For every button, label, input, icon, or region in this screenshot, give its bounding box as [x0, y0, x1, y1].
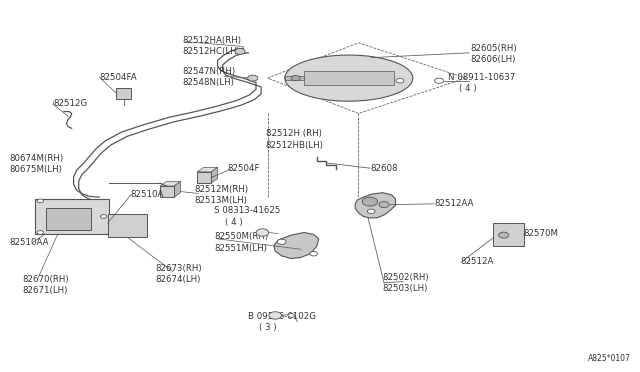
- Text: 80674M(RH)
80675M(LH): 80674M(RH) 80675M(LH): [10, 154, 64, 174]
- Text: 82510A: 82510A: [130, 190, 163, 199]
- Polygon shape: [285, 55, 413, 101]
- Polygon shape: [211, 167, 218, 183]
- Circle shape: [362, 197, 378, 206]
- Text: 82504FA: 82504FA: [99, 73, 137, 82]
- Text: B 09146-6102G
    ( 3 ): B 09146-6102G ( 3 ): [248, 312, 316, 332]
- Circle shape: [256, 229, 269, 236]
- Circle shape: [291, 76, 300, 81]
- Text: 82504F: 82504F: [227, 164, 260, 173]
- Text: 82512H (RH)
82512HB(LH): 82512H (RH) 82512HB(LH): [266, 129, 323, 150]
- Circle shape: [100, 215, 107, 218]
- Text: 82547N(RH)
82548N(LH): 82547N(RH) 82548N(LH): [182, 67, 236, 87]
- Circle shape: [277, 239, 286, 244]
- Text: N 08911-10637
    ( 4 ): N 08911-10637 ( 4 ): [448, 73, 515, 93]
- Bar: [116, 88, 131, 99]
- Circle shape: [269, 312, 282, 319]
- Circle shape: [288, 314, 294, 317]
- Text: 82510AA: 82510AA: [10, 238, 49, 247]
- Circle shape: [37, 199, 44, 203]
- Text: 82512M(RH)
82513M(LH): 82512M(RH) 82513M(LH): [194, 185, 248, 205]
- Circle shape: [396, 78, 404, 83]
- Text: 82570M: 82570M: [524, 229, 559, 238]
- Polygon shape: [174, 182, 180, 197]
- Text: 82673(RH)
82674(LH): 82673(RH) 82674(LH): [155, 264, 202, 284]
- Text: S 08313-41625
    ( 4 ): S 08313-41625 ( 4 ): [214, 206, 281, 227]
- Bar: [108, 214, 147, 237]
- Circle shape: [37, 231, 44, 234]
- Text: 82512A: 82512A: [461, 257, 494, 266]
- Circle shape: [310, 251, 317, 256]
- Polygon shape: [197, 167, 218, 172]
- Circle shape: [367, 209, 375, 214]
- Bar: [160, 186, 174, 197]
- Text: 82608: 82608: [370, 164, 397, 173]
- Text: 82512G: 82512G: [53, 99, 88, 108]
- Bar: [493, 223, 524, 246]
- Ellipse shape: [115, 219, 140, 231]
- Text: 82512HA(RH)
82512HC(LH): 82512HA(RH) 82512HC(LH): [182, 36, 241, 56]
- Text: 82512AA: 82512AA: [434, 199, 474, 208]
- Bar: [35, 199, 109, 234]
- Circle shape: [379, 202, 389, 208]
- Polygon shape: [160, 182, 180, 186]
- Text: S: S: [260, 230, 264, 235]
- Text: 82502(RH)
82503(LH): 82502(RH) 82503(LH): [383, 273, 429, 293]
- Text: 82670(RH)
82671(LH): 82670(RH) 82671(LH): [22, 275, 69, 295]
- Bar: [197, 172, 211, 183]
- Circle shape: [235, 48, 245, 54]
- Polygon shape: [304, 71, 394, 85]
- Circle shape: [248, 75, 258, 81]
- Text: B: B: [273, 313, 277, 318]
- Text: 82605(RH)
82606(LH): 82605(RH) 82606(LH): [470, 44, 517, 64]
- Text: 82550M(RH)
82551M(LH): 82550M(RH) 82551M(LH): [214, 232, 269, 253]
- Polygon shape: [274, 232, 319, 259]
- Polygon shape: [355, 193, 396, 218]
- Circle shape: [499, 232, 509, 238]
- Bar: [46, 208, 91, 230]
- Text: A825*0107: A825*0107: [588, 354, 630, 363]
- Circle shape: [435, 78, 444, 83]
- Polygon shape: [285, 76, 304, 80]
